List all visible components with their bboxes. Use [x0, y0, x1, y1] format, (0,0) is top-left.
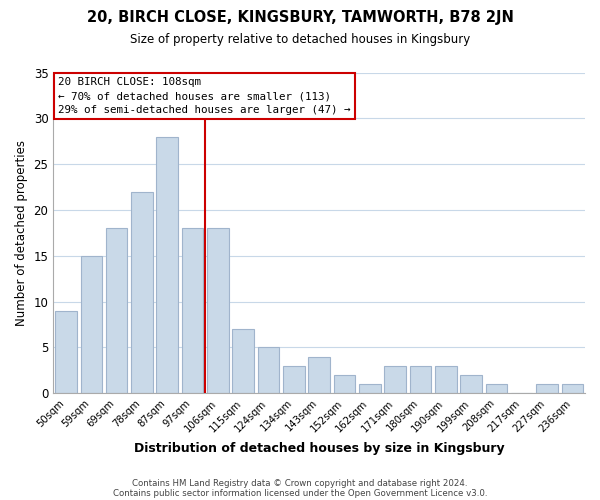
Bar	[55, 310, 77, 393]
Bar	[435, 366, 457, 393]
Text: 20 BIRCH CLOSE: 108sqm
← 70% of detached houses are smaller (113)
29% of semi-de: 20 BIRCH CLOSE: 108sqm ← 70% of detached…	[58, 77, 351, 115]
Bar	[232, 329, 254, 393]
Bar	[283, 366, 305, 393]
Bar	[460, 375, 482, 393]
Bar	[106, 228, 127, 393]
Bar	[258, 348, 279, 393]
Bar	[562, 384, 583, 393]
Bar	[485, 384, 507, 393]
Text: Contains HM Land Registry data © Crown copyright and database right 2024.: Contains HM Land Registry data © Crown c…	[132, 478, 468, 488]
Bar	[385, 366, 406, 393]
X-axis label: Distribution of detached houses by size in Kingsbury: Distribution of detached houses by size …	[134, 442, 505, 455]
Text: Size of property relative to detached houses in Kingsbury: Size of property relative to detached ho…	[130, 32, 470, 46]
Bar	[308, 356, 330, 393]
Bar	[207, 228, 229, 393]
Bar	[410, 366, 431, 393]
Bar	[131, 192, 152, 393]
Bar	[536, 384, 558, 393]
Text: Contains public sector information licensed under the Open Government Licence v3: Contains public sector information licen…	[113, 488, 487, 498]
Bar	[182, 228, 203, 393]
Y-axis label: Number of detached properties: Number of detached properties	[15, 140, 28, 326]
Text: 20, BIRCH CLOSE, KINGSBURY, TAMWORTH, B78 2JN: 20, BIRCH CLOSE, KINGSBURY, TAMWORTH, B7…	[86, 10, 514, 25]
Bar	[334, 375, 355, 393]
Bar	[359, 384, 380, 393]
Bar	[157, 136, 178, 393]
Bar	[80, 256, 102, 393]
